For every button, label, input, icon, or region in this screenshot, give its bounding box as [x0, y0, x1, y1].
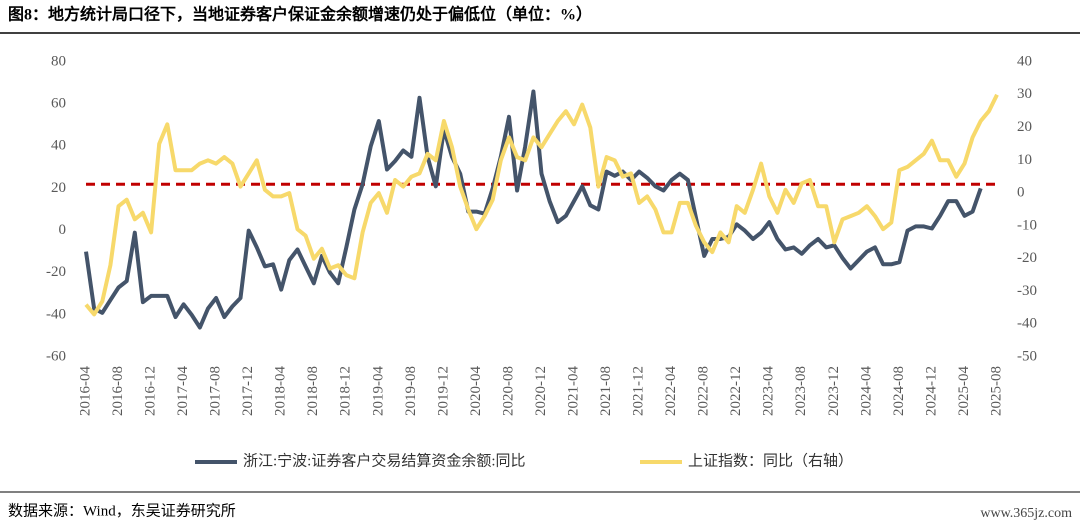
y-tick-label: 80: [51, 53, 66, 69]
y2-tick-label: -10: [1017, 217, 1037, 233]
watermark: www.365jz.com: [980, 506, 1072, 521]
x-tick-label: 2016-04: [77, 366, 93, 416]
y2-tick-label: 10: [1017, 152, 1032, 168]
y-tick-label: -60: [46, 348, 66, 364]
x-tick-label: 2021-12: [631, 366, 647, 416]
series-line: [84, 93, 999, 317]
x-tick-label: 2020-12: [533, 366, 549, 416]
y2-tick-label: -30: [1017, 283, 1037, 299]
x-tick-label: 2023-04: [761, 366, 777, 416]
x-tick-label: 2017-04: [175, 366, 191, 416]
series-line: [84, 89, 983, 330]
x-tick-label: 2019-04: [370, 366, 386, 416]
y2-tick-label: 40: [1017, 53, 1032, 69]
y2-tick-label: 20: [1017, 119, 1032, 135]
y-tick-label: 40: [51, 138, 66, 154]
x-tick-label: 2024-12: [923, 366, 939, 416]
x-tick-label: 2023-08: [793, 366, 809, 416]
y2-tick-label: -20: [1017, 250, 1037, 266]
y-tick-label: 0: [59, 222, 67, 238]
x-tick-label: 2018-04: [273, 366, 289, 416]
x-tick-label: 2019-12: [435, 366, 451, 416]
x-tick-label: 2025-04: [956, 366, 972, 416]
x-tick-label: 2021-04: [565, 366, 581, 416]
x-tick-label: 2025-08: [988, 366, 1004, 416]
legend-label: 浙江:宁波:证券客户交易结算资金余额:同比: [243, 451, 526, 469]
x-tick-label: 2022-08: [696, 366, 712, 416]
x-tick-label: 2024-04: [858, 366, 874, 416]
y-tick-label: 20: [51, 180, 66, 196]
y-tick-label: -40: [46, 306, 66, 322]
y2-tick-label: 30: [1017, 86, 1032, 102]
x-tick-label: 2017-08: [208, 366, 224, 416]
legend-label: 上证指数：同比（右轴）: [688, 452, 853, 469]
source: 数据来源：Wind，东吴证券研究所: [8, 502, 236, 519]
x-tick-label: 2020-04: [468, 366, 484, 416]
y2-tick-label: 0: [1017, 185, 1025, 201]
x-tick-label: 2019-08: [403, 366, 419, 416]
x-tick-label: 2021-08: [598, 366, 614, 416]
chart-title: 图8：地方统计局口径下，当地证券客户保证金余额增速仍处于偏低位（单位：%）: [8, 5, 592, 24]
x-tick-label: 2022-04: [663, 366, 679, 416]
y2-tick-label: -40: [1017, 316, 1037, 332]
y2-tick-label: -50: [1017, 348, 1037, 364]
x-tick-label: 2016-08: [110, 366, 126, 416]
x-tick-label: 2022-12: [728, 366, 744, 416]
x-tick-label: 2024-08: [891, 366, 907, 416]
x-tick-label: 2023-12: [826, 366, 842, 416]
y-tick-label: -20: [46, 264, 66, 280]
x-tick-label: 2017-12: [240, 366, 256, 416]
x-tick-label: 2018-08: [305, 366, 321, 416]
x-tick-label: 2020-08: [500, 366, 516, 416]
x-tick-label: 2018-12: [338, 366, 354, 416]
y-tick-label: 60: [51, 96, 66, 112]
x-tick-label: 2016-12: [143, 366, 159, 416]
